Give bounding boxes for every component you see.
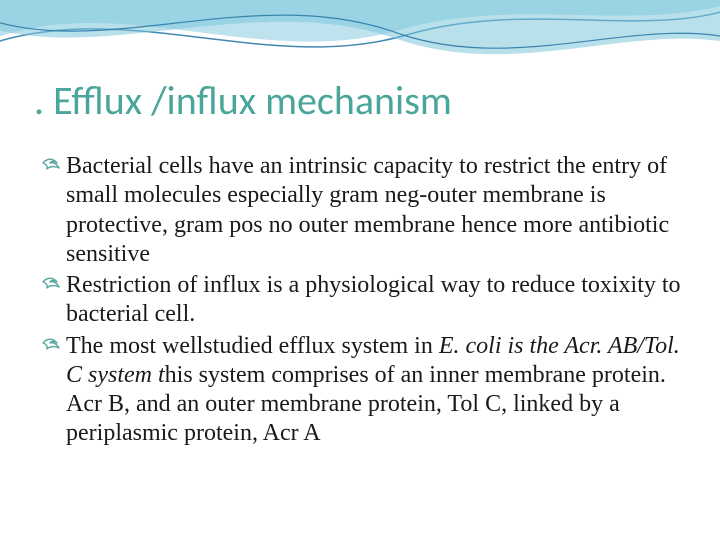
bullet-item: Restriction of influx is a physiological… bbox=[40, 271, 682, 330]
bullet-item: Bacterial cells have an intrinsic capaci… bbox=[40, 152, 682, 269]
wave-svg bbox=[0, 0, 720, 70]
wave-decoration bbox=[0, 0, 720, 70]
bullet-text: The most wellstudied efflux system in E.… bbox=[66, 332, 682, 449]
bullet-icon bbox=[40, 158, 62, 181]
slide: . Efflux /influx mechanism Bacterial cel… bbox=[0, 0, 720, 540]
slide-body: Bacterial cells have an intrinsic capaci… bbox=[40, 152, 682, 451]
slide-title: . Efflux /influx mechanism bbox=[34, 76, 452, 125]
bullet-icon bbox=[40, 277, 62, 300]
bullet-icon bbox=[40, 338, 62, 361]
bullet-text: Restriction of influx is a physiological… bbox=[66, 271, 682, 330]
bullet-item: The most wellstudied efflux system in E.… bbox=[40, 332, 682, 449]
bullet-text: Bacterial cells have an intrinsic capaci… bbox=[66, 152, 682, 269]
